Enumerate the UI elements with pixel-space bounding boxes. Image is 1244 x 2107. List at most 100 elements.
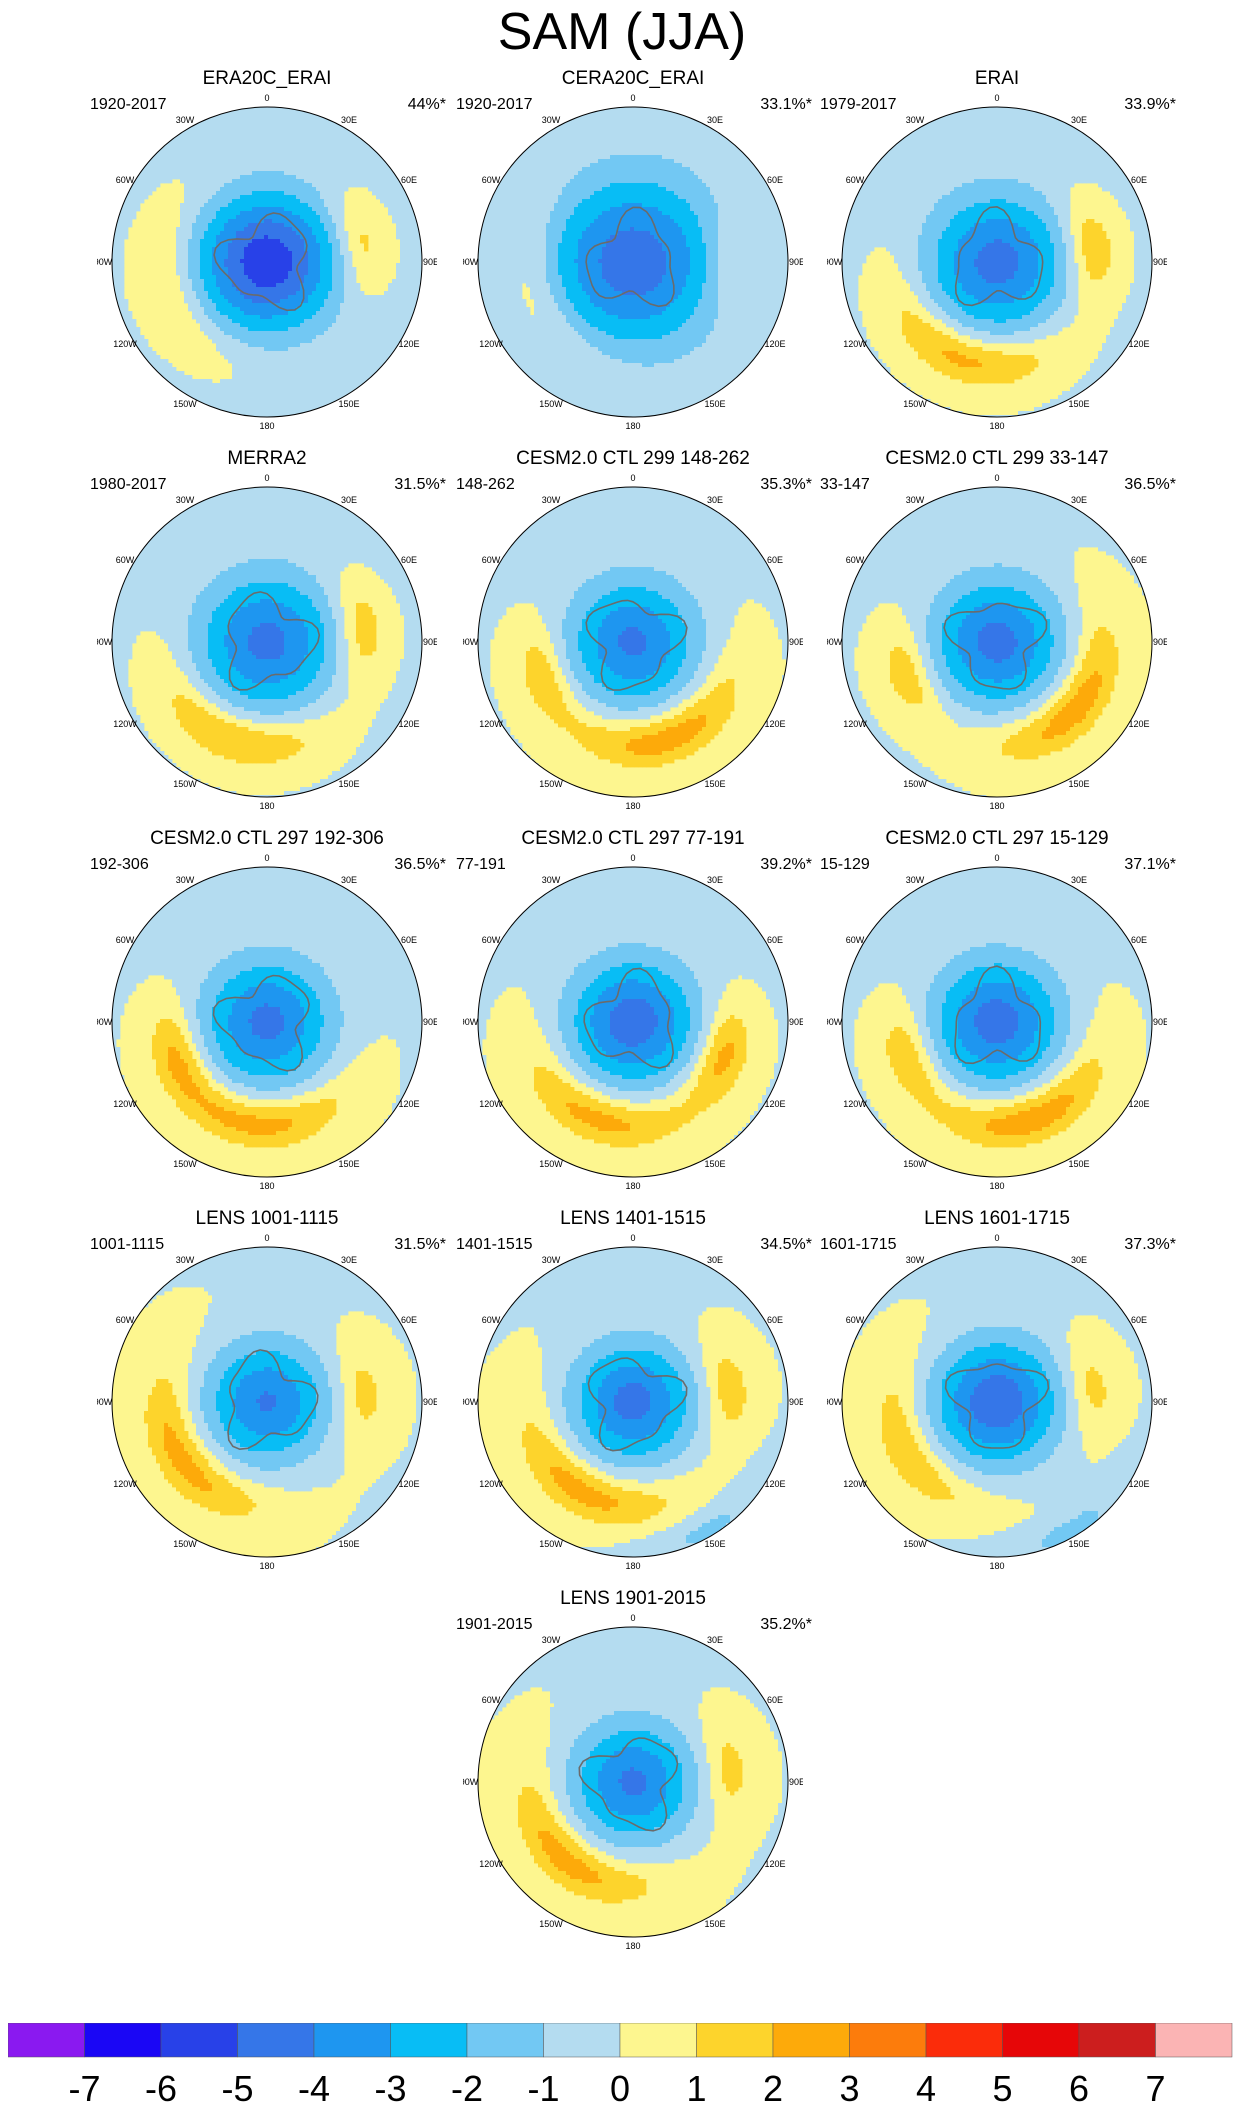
longitude-tick-label: 30E xyxy=(341,875,357,885)
contour-field xyxy=(463,1612,803,1952)
longitude-tick-label: 60E xyxy=(401,935,417,945)
longitude-tick-label: 30E xyxy=(707,1635,723,1645)
longitude-tick-label: 120E xyxy=(764,1859,785,1869)
map-panel: LENS 1601-1715 1601-1715 37.3%* 0 30E 60E 90E 1… xyxy=(814,1208,1180,1548)
longitude-tick-label: 150W xyxy=(903,779,927,789)
longitude-tick-label: 120W xyxy=(479,339,503,349)
colorbar-tick-label: -3 xyxy=(374,2068,406,2107)
longitude-tick-label: 90W xyxy=(97,1017,113,1027)
colorbar-tick-label: 0 xyxy=(610,2068,630,2107)
longitude-tick-label: 150W xyxy=(173,779,197,789)
longitude-tick-label: 90W xyxy=(463,1397,479,1407)
longitude-tick-label: 30E xyxy=(1071,875,1087,885)
polar-map: 030E60E90E120E150E180150W120W90W60W30W xyxy=(827,92,1167,432)
longitude-tick-label: 90E xyxy=(423,1017,437,1027)
colorbar-swatch xyxy=(926,2023,1003,2057)
polar-map: 030E60E90E120E150E180150W120W90W60W30W xyxy=(827,852,1167,1192)
longitude-tick-label: 150E xyxy=(1068,1159,1089,1169)
longitude-tick-label: 30W xyxy=(906,875,925,885)
longitude-tick-label: 60E xyxy=(401,555,417,565)
longitude-tick-label: 60W xyxy=(116,935,135,945)
longitude-tick-label: 90W xyxy=(97,637,113,647)
panel-title: CERA20C_ERAI xyxy=(450,68,816,90)
longitude-tick-label: 60E xyxy=(401,1315,417,1325)
longitude-tick-label: 180 xyxy=(989,1181,1004,1191)
longitude-tick-label: 90W xyxy=(463,257,479,267)
longitude-tick-label: 30W xyxy=(176,115,195,125)
longitude-tick-label: 120W xyxy=(843,719,867,729)
longitude-tick-label: 90W xyxy=(463,1017,479,1027)
longitude-tick-label: 120E xyxy=(398,1099,419,1109)
longitude-tick-label: 30E xyxy=(707,875,723,885)
longitude-tick-label: 150E xyxy=(338,1539,359,1549)
longitude-tick-label: 150E xyxy=(338,1159,359,1169)
colorbar-swatch xyxy=(697,2023,774,2057)
map-panel: LENS 1401-1515 1401-1515 34.5%* 0 30E 60E 90E 1… xyxy=(450,1208,816,1548)
polar-map: 030E60E90E120E150E180150W120W90W60W30W xyxy=(97,472,437,812)
longitude-tick-label: 120E xyxy=(1128,719,1149,729)
longitude-tick-label: 120W xyxy=(113,1479,137,1489)
longitude-tick-label: 0 xyxy=(630,853,635,863)
polar-map: 030E60E90E120E150E180150W120W90W60W30W xyxy=(463,1232,803,1572)
colorbar-swatch xyxy=(1079,2023,1156,2057)
longitude-tick-label: 120E xyxy=(1128,1479,1149,1489)
longitude-tick-label: 30W xyxy=(176,875,195,885)
longitude-tick-label: 150W xyxy=(539,779,563,789)
longitude-tick-label: 0 xyxy=(264,1233,269,1243)
longitude-tick-label: 150E xyxy=(1068,779,1089,789)
longitude-tick-label: 60E xyxy=(767,1315,783,1325)
longitude-tick-label: 90E xyxy=(1153,257,1167,267)
longitude-tick-label: 150W xyxy=(903,399,927,409)
longitude-tick-label: 60W xyxy=(116,175,135,185)
longitude-tick-label: 60E xyxy=(1131,555,1147,565)
longitude-tick-label: 30E xyxy=(707,1255,723,1265)
longitude-tick-label: 180 xyxy=(259,1561,274,1571)
longitude-tick-label: 60W xyxy=(482,175,501,185)
longitude-tick-label: 30W xyxy=(176,1255,195,1265)
panel-title: CESM2.0 CTL 297 15-129 xyxy=(814,828,1180,850)
longitude-tick-label: 120E xyxy=(1128,339,1149,349)
longitude-tick-label: 150W xyxy=(173,399,197,409)
colorbar-tick-label: 2 xyxy=(763,2068,783,2107)
panel-title: ERA20C_ERAI xyxy=(84,68,450,90)
longitude-tick-label: 180 xyxy=(259,801,274,811)
map-panel: MERRA2 1980-2017 31.5%* 0 30E 60E 90E 120E 150E 1… xyxy=(84,448,450,788)
longitude-tick-label: 120E xyxy=(398,339,419,349)
map-panel: CESM2.0 CTL 299 148-262 148-262 35.3%* 0 30E… xyxy=(450,448,816,788)
longitude-tick-label: 180 xyxy=(625,1941,640,1951)
colorbar-tick-label: -5 xyxy=(221,2068,253,2107)
longitude-tick-label: 150E xyxy=(704,1539,725,1549)
longitude-tick-label: 30W xyxy=(906,1255,925,1265)
longitude-tick-label: 90E xyxy=(1153,1397,1167,1407)
longitude-tick-label: 60E xyxy=(401,175,417,185)
longitude-tick-label: 30W xyxy=(906,115,925,125)
longitude-tick-label: 30E xyxy=(341,115,357,125)
longitude-tick-label: 30W xyxy=(542,875,561,885)
colorbar-swatch xyxy=(544,2023,621,2057)
longitude-tick-label: 30W xyxy=(176,495,195,505)
longitude-tick-label: 150E xyxy=(1068,399,1089,409)
colorbar-tick-label: 3 xyxy=(839,2068,859,2107)
longitude-tick-label: 120W xyxy=(113,1099,137,1109)
longitude-tick-label: 180 xyxy=(625,801,640,811)
longitude-tick-label: 60W xyxy=(846,1315,865,1325)
contour-field xyxy=(463,92,803,432)
longitude-tick-label: 90E xyxy=(1153,637,1167,647)
polar-map: 030E60E90E120E150E180150W120W90W60W30W xyxy=(97,92,437,432)
colorbar-swatch xyxy=(314,2023,391,2057)
contour-field xyxy=(97,92,437,432)
longitude-tick-label: 180 xyxy=(625,1181,640,1191)
figure-title: SAM (JJA) xyxy=(0,2,1244,62)
longitude-tick-label: 60E xyxy=(1131,1315,1147,1325)
longitude-tick-label: 30E xyxy=(341,495,357,505)
longitude-tick-label: 60E xyxy=(767,935,783,945)
colorbar-tick-label: 1 xyxy=(686,2068,706,2107)
longitude-tick-label: 90E xyxy=(1153,1017,1167,1027)
longitude-tick-label: 150W xyxy=(539,399,563,409)
map-panel: LENS 1001-1115 1001-1115 31.5%* 0 30E 60E 90E 1… xyxy=(84,1208,450,1548)
longitude-tick-label: 90E xyxy=(789,1777,803,1787)
longitude-tick-label: 30E xyxy=(1071,115,1087,125)
contour-field xyxy=(827,472,1167,812)
colorbar-tick-label: 5 xyxy=(992,2068,1012,2107)
longitude-tick-label: 120W xyxy=(479,1099,503,1109)
